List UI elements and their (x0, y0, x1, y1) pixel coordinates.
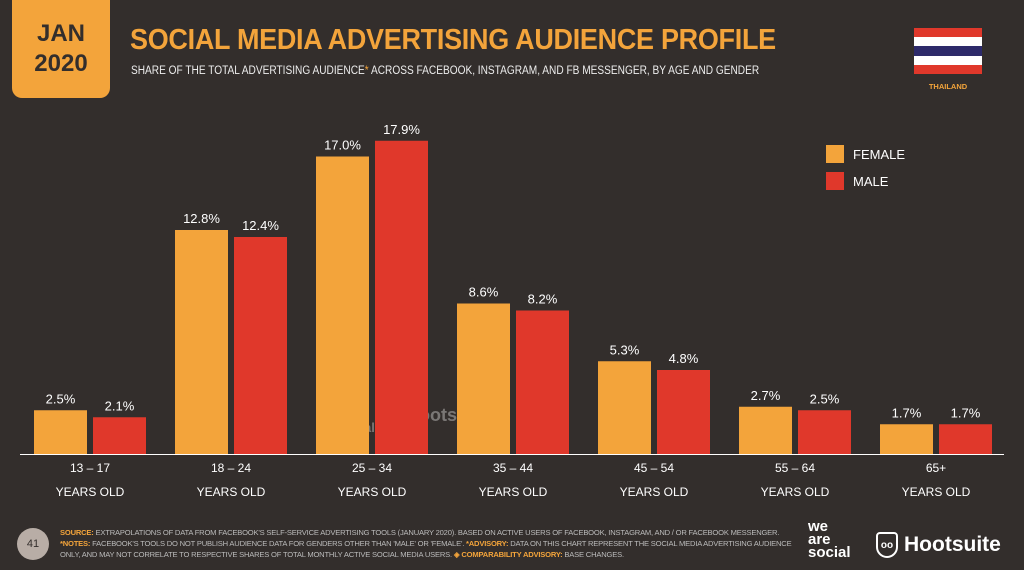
legend-male: MALE (826, 172, 888, 190)
category-sublabel: YEARS OLD (620, 485, 689, 499)
we-are-social-logo: we are social (808, 518, 851, 561)
data-label: 1.7% (892, 405, 922, 420)
category-label: 25 – 34 (352, 461, 392, 475)
owl-icon: oo (876, 532, 898, 558)
comparability-text: BASE CHANGES. (562, 550, 624, 559)
category-label: 18 – 24 (211, 461, 251, 475)
category-sublabel: YEARS OLD (338, 485, 407, 499)
notes-text: FACEBOOK'S TOOLS DO NOT PUBLISH AUDIENCE… (90, 539, 467, 548)
bar-male (375, 140, 428, 454)
date-month: JAN (36, 20, 85, 47)
bar-female (739, 406, 792, 454)
data-label: 2.1% (105, 398, 135, 413)
footer-notes: SOURCE: EXTRAPOLATIONS OF DATA FROM FACE… (60, 527, 800, 560)
bar-male (939, 424, 992, 454)
data-label: 17.9% (383, 122, 420, 137)
category-label: 55 – 64 (775, 461, 815, 475)
data-label: 2.5% (46, 391, 76, 406)
subtitle-text: SHARE OF THE TOTAL ADVERTISING AUDIENCE (131, 65, 365, 77)
bar-female (598, 361, 651, 454)
bar-female (34, 410, 87, 454)
bar-male (798, 410, 851, 454)
category-sublabel: YEARS OLD (761, 485, 830, 499)
bar-female (880, 424, 933, 454)
date-badge: JAN 2020 (12, 0, 110, 98)
bar-chart: 2.5% 2.1% 13 – 17 YEARS OLD 12.8% 12.4% 18 – 2… (20, 122, 1004, 499)
data-label: 4.8% (669, 351, 699, 366)
logo-line: social (808, 544, 851, 561)
data-label: 8.2% (528, 292, 558, 307)
category-label: 45 – 54 (634, 461, 674, 475)
data-label: 17.0% (324, 138, 361, 153)
data-label: 2.5% (810, 391, 840, 406)
bar-female (316, 156, 369, 454)
category-label: 65+ (926, 461, 946, 475)
data-label: 12.8% (183, 211, 220, 226)
date-year: 2020 (34, 50, 88, 77)
asterisk: * (364, 65, 369, 77)
bar-male (93, 417, 146, 454)
legend-label: MALE (853, 173, 889, 189)
page-number: 41 (17, 528, 49, 560)
hootsuite-text: Hootsuite (904, 533, 1001, 556)
footer: 41 SOURCE: EXTRAPOLATIONS OF DATA FROM F… (0, 518, 1024, 570)
data-label: 8.6% (469, 285, 499, 300)
legend-female: FEMALE (826, 145, 905, 163)
bar-male (234, 237, 287, 454)
data-label: 12.4% (242, 218, 279, 233)
bar-male (516, 310, 569, 454)
subtitle-text-2: ACROSS FACEBOOK, INSTAGRAM, AND FB MESSE… (368, 65, 760, 77)
notes-label: *NOTES: (60, 539, 91, 548)
legend-swatch-male (826, 172, 844, 190)
legend-swatch-female (826, 145, 844, 163)
source-label: SOURCE: (60, 528, 94, 537)
data-label: 1.7% (951, 405, 981, 420)
country-label: THAILAND (928, 82, 968, 91)
logo-line: are (808, 531, 831, 548)
source-text: EXTRAPOLATIONS OF DATA FROM FACEBOOK'S S… (93, 528, 780, 537)
category-sublabel: YEARS OLD (902, 485, 971, 499)
bar-female (175, 230, 228, 454)
data-label: 5.3% (610, 342, 640, 357)
thailand-flag-icon (914, 28, 982, 74)
category-label: 13 – 17 (70, 461, 110, 475)
logo-line: we (808, 518, 829, 535)
hootsuite-logo: oo Hootsuite (876, 532, 1001, 558)
subtitle: SHARE OF THE TOTAL ADVERTISING AUDIENCE*… (131, 65, 759, 77)
data-label: 2.7% (751, 388, 781, 403)
category-sublabel: YEARS OLD (479, 485, 548, 499)
category-sublabel: YEARS OLD (197, 485, 266, 499)
comparability-label: ◈ COMPARABILITY ADVISORY: (453, 550, 563, 559)
advisory-text: DATA ON THIS CHART REPRESENT THE SOCIAL … (60, 539, 792, 559)
legend-label: FEMALE (853, 146, 906, 162)
category-sublabel: YEARS OLD (56, 485, 125, 499)
bar-female (457, 303, 510, 454)
bar-male (657, 370, 710, 454)
advisory-label: *ADVISORY: (466, 539, 509, 548)
page-title: SOCIAL MEDIA ADVERTISING AUDIENCE PROFIL… (130, 24, 776, 56)
category-label: 35 – 44 (493, 461, 533, 475)
